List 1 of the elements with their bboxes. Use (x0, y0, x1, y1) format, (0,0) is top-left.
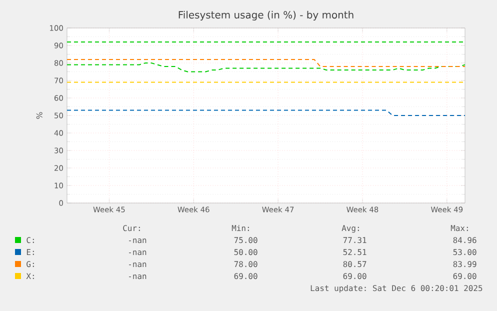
chart-title: Filesystem usage (in %) - by month (178, 10, 354, 21)
